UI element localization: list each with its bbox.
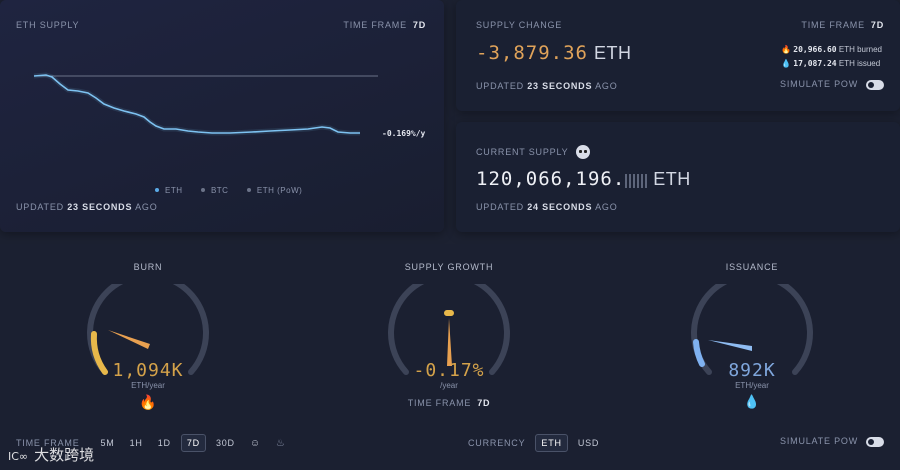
growth-needle <box>447 318 452 366</box>
currency-usd[interactable]: USD <box>577 438 600 448</box>
legend-eth[interactable]: ETH <box>155 186 183 195</box>
timeframe-7d[interactable]: 7d <box>180 434 206 452</box>
droplet-icon: 💧 <box>743 394 761 409</box>
issuance-gauge: ISSUANCE 892K ETH/year 💧 <box>690 262 814 410</box>
panel-title: SUPPLY CHANGE <box>476 20 563 30</box>
timeframe-1d[interactable]: 1d <box>157 438 171 448</box>
currency-selector: CURRENCY ETH USD <box>468 434 609 452</box>
burn-unit: ETH/year <box>131 381 165 390</box>
burn-needle <box>108 330 150 349</box>
timeframe-selector: TIME FRAME 5m 1h 1d 7d 30d ☺ ♨ <box>16 434 296 452</box>
rate-label: -0.169%/y <box>382 129 426 138</box>
legend-btc[interactable]: BTC <box>200 186 229 195</box>
eth-supply-panel: ETH SUPPLY TIME FRAME 7d -0.169%/y ETH BT… <box>0 0 444 232</box>
issuance-unit: ETH/year <box>735 381 769 390</box>
panel-title-row: CURRENT SUPPLY <box>476 145 591 159</box>
issuance-gauge-dial <box>691 284 813 375</box>
current-supply-panel: CURRENT SUPPLY 120,066,196. ETH UPDATED 2… <box>456 122 900 232</box>
fire-icon: 🔥 <box>139 394 157 410</box>
growth-timeframe: TIME FRAME 7d <box>407 398 491 408</box>
eth-supply-line <box>33 74 360 134</box>
supply-line-chart <box>33 72 378 136</box>
timeframe-5m[interactable]: 5m <box>100 438 115 448</box>
legend-eth-pow[interactable]: ETH (PoW) <box>246 186 302 195</box>
simulate-pow-control: SIMULATE PoW <box>780 436 884 447</box>
growth-gauge-dial <box>388 284 510 375</box>
blurred-decimals <box>625 173 648 188</box>
growth-value: -0.17% <box>413 360 485 381</box>
burn-gauge-dial <box>87 284 209 375</box>
watermark-logo: IC∞ 大数跨境 <box>8 446 95 464</box>
supply-change-panel: SUPPLY CHANGE TIME FRAME 7d -3,879.36 ETH … <box>456 0 900 111</box>
currency-eth[interactable]: ETH <box>535 434 568 452</box>
legend-dot-eth-pow <box>246 188 251 192</box>
legend-dot-eth <box>155 188 159 192</box>
growth-unit: /year <box>440 381 458 390</box>
burn-value: 1,094K <box>112 360 184 381</box>
simulate-pow-control: SIMULATE PoW <box>780 79 884 90</box>
burn-issue-breakdown: 🔥 20,966.60 ETH burned 💧 17,087.24 ETH i… <box>781 43 882 71</box>
timeframe-burn-icon[interactable]: ♨ <box>275 437 286 449</box>
issued-row: 💧 17,087.24 ETH issued <box>781 59 881 68</box>
simulate-pow-toggle[interactable] <box>866 436 884 447</box>
issuance-needle <box>708 340 752 351</box>
burn-gauge: BURN 1,094K ETH/year 🔥 <box>86 262 210 411</box>
updated-status: UPDATED 24 SECONDS AGO <box>476 202 618 212</box>
timeframe-30d[interactable]: 30d <box>215 438 235 448</box>
fire-icon: 🔥 <box>781 45 792 54</box>
panel-title: ETH SUPPLY <box>16 20 80 30</box>
gauges-section: BURN 1,094K ETH/year 🔥 SUPPLY GROWTH -0.… <box>0 244 900 470</box>
updated-status: UPDATED 23 SECONDS AGO <box>476 81 618 91</box>
current-supply-value: 120,066,196. ETH <box>476 168 691 190</box>
timeframe-indicator: TIME FRAME 7d <box>801 20 884 30</box>
burned-row: 🔥 20,966.60 ETH burned <box>781 45 882 54</box>
updated-status: UPDATED 23 SECONDS AGO <box>16 202 158 212</box>
legend-dot-btc <box>200 188 205 192</box>
issuance-value: 892K <box>728 360 776 381</box>
timeframe-merge-icon[interactable]: ☺ <box>249 437 261 449</box>
supply-change-value: -3,879.36 ETH <box>476 42 632 64</box>
glasses-emoji-icon <box>576 145 591 159</box>
supply-growth-gauge: SUPPLY GROWTH -0.17% /year TIME FRAME 7d <box>387 262 511 408</box>
watermark-mark-icon: IC∞ <box>8 450 29 463</box>
droplet-icon: 💧 <box>781 59 792 68</box>
simulate-pow-toggle[interactable] <box>866 79 884 90</box>
timeframe-1h[interactable]: 1h <box>129 438 143 448</box>
timeframe-indicator: TIME FRAME 7d <box>343 20 426 30</box>
chart-legend: ETH BTC ETH (PoW) <box>155 179 316 197</box>
